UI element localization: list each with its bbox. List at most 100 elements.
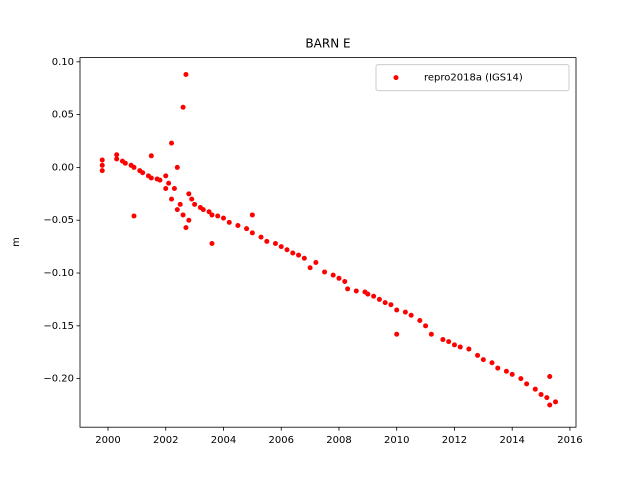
data-point	[532, 386, 538, 392]
x-tick-label: 2016	[557, 435, 582, 446]
data-point	[180, 212, 186, 218]
data-point	[272, 240, 278, 246]
data-point	[301, 255, 307, 261]
data-point	[122, 160, 128, 166]
data-point	[480, 357, 486, 363]
x-tick-label: 2010	[384, 435, 409, 446]
x-tick-label: 2006	[269, 435, 294, 446]
chart-title: BARN E	[305, 37, 350, 51]
data-point	[336, 275, 342, 281]
x-tick-label: 2008	[326, 435, 351, 446]
data-point	[209, 212, 215, 218]
data-point	[264, 238, 270, 244]
x-tick-label: 2012	[442, 435, 467, 446]
data-point	[284, 247, 290, 253]
data-point	[322, 269, 328, 275]
data-point	[365, 291, 371, 297]
data-point	[174, 164, 180, 170]
data-point	[553, 399, 559, 405]
data-point	[342, 278, 348, 284]
data-point	[417, 318, 423, 324]
data-point	[489, 360, 495, 366]
data-point	[131, 164, 137, 170]
plot-area	[79, 57, 577, 428]
data-point	[209, 240, 215, 246]
y-tick-label: −0.15	[43, 321, 74, 332]
x-tick-label: 2004	[211, 435, 236, 446]
data-point	[353, 288, 359, 294]
data-point	[163, 173, 169, 179]
data-point	[235, 223, 241, 229]
data-point	[148, 153, 154, 159]
data-point	[394, 307, 400, 313]
data-point	[296, 252, 302, 258]
data-point	[466, 346, 472, 352]
data-point	[428, 331, 434, 337]
data-point	[278, 244, 284, 250]
data-point	[169, 196, 175, 202]
data-point	[99, 162, 105, 168]
data-point	[382, 300, 388, 306]
data-point	[451, 342, 457, 348]
data-point	[330, 272, 336, 278]
data-point	[186, 191, 192, 197]
data-point	[518, 376, 524, 382]
data-point	[509, 371, 515, 377]
data-point	[99, 157, 105, 163]
data-point	[503, 368, 509, 374]
data-point	[547, 402, 553, 408]
x-tick-label: 2002	[153, 435, 178, 446]
y-tick-label: −0.20	[43, 374, 74, 385]
data-point	[215, 213, 221, 219]
data-point	[114, 152, 120, 158]
y-axis-label: m	[11, 237, 22, 247]
data-point	[524, 381, 530, 387]
data-point	[290, 250, 296, 256]
data-point	[189, 196, 195, 202]
data-point	[157, 177, 163, 183]
data-point	[183, 225, 189, 231]
y-tick-label: −0.10	[43, 268, 74, 279]
data-point	[131, 213, 137, 219]
data-point	[166, 180, 172, 186]
data-point	[192, 201, 198, 207]
legend-label: repro2018a (IGS14)	[424, 73, 523, 84]
data-point	[371, 293, 377, 299]
data-point	[244, 226, 250, 232]
data-point	[495, 365, 501, 371]
data-point	[408, 312, 414, 318]
data-point	[249, 230, 255, 236]
data-point	[206, 209, 212, 215]
data-point	[388, 302, 394, 308]
legend-box	[375, 64, 570, 92]
data-point	[99, 168, 105, 174]
data-point	[394, 331, 400, 337]
data-point	[163, 186, 169, 192]
data-point	[114, 156, 120, 162]
data-point	[174, 207, 180, 213]
y-tick-label: 0.00	[52, 162, 74, 173]
data-point	[313, 259, 319, 265]
data-point	[249, 212, 255, 218]
data-point	[200, 207, 206, 213]
data-point	[171, 186, 177, 192]
data-point	[446, 339, 452, 345]
data-point	[544, 395, 550, 401]
data-point	[475, 352, 481, 358]
data-point	[226, 219, 232, 225]
x-tick-label: 2014	[499, 435, 524, 446]
data-point	[423, 323, 429, 329]
data-point	[180, 104, 186, 110]
data-point	[376, 296, 382, 302]
x-tick-label: 2000	[95, 435, 120, 446]
data-point	[547, 374, 553, 380]
data-point	[183, 71, 189, 77]
data-point	[402, 309, 408, 315]
data-point	[307, 265, 313, 271]
data-point	[538, 391, 544, 397]
data-point	[345, 286, 351, 292]
y-tick-label: 0.05	[52, 110, 74, 121]
data-point	[186, 217, 192, 223]
data-point	[440, 337, 446, 343]
